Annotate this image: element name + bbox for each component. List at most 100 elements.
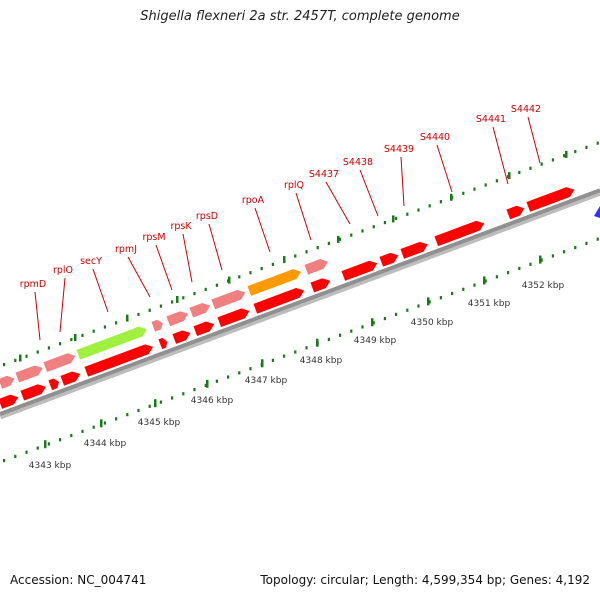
scale-tick-dot xyxy=(126,413,129,417)
gene-arrow xyxy=(171,329,192,345)
outer-tick-dot xyxy=(428,204,431,208)
gene-label: S4437 xyxy=(309,169,339,180)
gene-rpsK xyxy=(188,302,212,319)
gene-arrow-shape xyxy=(309,277,332,294)
scale-tick-major xyxy=(154,399,157,408)
outer-tick-dot xyxy=(473,187,476,191)
outer-tick-dot xyxy=(115,321,118,325)
gene-rplQ-shape xyxy=(303,258,329,276)
gene-label: rpmD xyxy=(20,279,47,290)
outer-tick-major xyxy=(565,150,568,158)
gene-arrow xyxy=(309,277,332,294)
scale-tick-dot xyxy=(249,367,252,371)
gene-arrow-shape xyxy=(252,287,306,315)
genome-summary: Topology: circular; Length: 4,599,354 bp… xyxy=(260,573,590,587)
scale-tick-dot xyxy=(327,337,330,342)
outer-tick-dot xyxy=(137,312,140,317)
outer-tick-dot xyxy=(495,179,498,183)
outer-tick-major xyxy=(392,215,395,223)
gene-arrow xyxy=(59,370,82,387)
scale-tick-dot xyxy=(428,300,431,304)
map-title: Shigella flexneri 2a str. 2457T, complet… xyxy=(140,9,460,24)
outer-tick-dot xyxy=(47,346,50,350)
scale-tick-dot xyxy=(271,358,274,362)
leader-line xyxy=(59,277,66,333)
gene-rpmJ xyxy=(150,319,164,333)
outer-tick-dot xyxy=(574,149,577,154)
scale-tick-dot xyxy=(484,279,487,283)
leader-line xyxy=(295,192,312,241)
scale-tick-dot xyxy=(596,237,599,241)
scale-tick-dot xyxy=(215,379,218,383)
gene-arrow xyxy=(0,393,20,410)
gene-rplO-b xyxy=(42,352,77,373)
gene-arrow-shape xyxy=(47,377,60,391)
scale-tick-major xyxy=(100,419,103,428)
scale-label: 4347 kbp xyxy=(245,376,288,386)
scale-label: 4344 kbp xyxy=(84,439,127,449)
gene-label: rplO xyxy=(53,265,73,276)
gene-rpoA xyxy=(246,268,302,297)
gene-arrow xyxy=(505,205,526,221)
scale-tick-dot xyxy=(47,442,50,446)
gene-label: rplQ xyxy=(284,180,304,191)
scale-tick-dot xyxy=(529,262,532,266)
scale-tick-dot xyxy=(92,425,95,429)
scale-tick-dot xyxy=(350,329,353,333)
outer-tick-dot xyxy=(417,208,420,212)
scale-label: 4343 kbp xyxy=(29,461,72,471)
gene-rpmD xyxy=(0,375,16,390)
gene-arrow-shape xyxy=(59,370,82,387)
gene-arrow xyxy=(47,377,60,391)
scale-tick-major xyxy=(316,338,319,347)
gene-rpsK-shape xyxy=(188,302,212,319)
outer-tick-track xyxy=(3,141,599,367)
gene-label: secY xyxy=(80,256,102,267)
scale-tick-major xyxy=(483,276,486,285)
gene-secY-shape xyxy=(75,326,148,361)
gene-features xyxy=(0,186,576,410)
outer-tick-major xyxy=(74,334,77,342)
outer-tick-dot xyxy=(171,300,174,304)
leader-line xyxy=(92,268,109,313)
leader-line xyxy=(325,181,351,225)
outer-tick-dot xyxy=(316,246,319,250)
leader-line xyxy=(127,256,151,298)
outer-tick-major xyxy=(450,193,453,201)
leader-line xyxy=(527,116,541,164)
scale-tick-track xyxy=(3,237,599,463)
label-leader-lines xyxy=(34,116,541,341)
gene-arrow xyxy=(83,343,154,378)
gene-label: rpsK xyxy=(170,221,192,232)
outer-tick-dot xyxy=(540,162,543,166)
scale-tick-dot xyxy=(305,346,308,350)
scale-label: 4345 kbp xyxy=(138,418,181,428)
scale-tick-dot xyxy=(551,254,554,258)
scale-label: 4346 kbp xyxy=(191,396,234,406)
outer-tick-dot xyxy=(36,350,39,354)
genome-backbone xyxy=(0,188,600,420)
scale-tick-dot xyxy=(148,404,151,408)
gene-label: S4439 xyxy=(384,144,414,155)
outer-tick-major xyxy=(283,256,286,264)
gene-arrow-shape xyxy=(340,260,379,282)
gene-arrow xyxy=(378,252,400,268)
outer-tick-dot xyxy=(518,170,521,175)
scale-tick-major xyxy=(206,379,209,388)
outer-tick-dot xyxy=(585,145,588,149)
backbone-line xyxy=(0,188,600,416)
scale-tick-dot xyxy=(182,392,185,396)
outer-tick-dot xyxy=(215,283,218,287)
scale-tick-major xyxy=(261,359,264,368)
gene-arrow xyxy=(216,307,251,328)
leader-line xyxy=(492,126,509,185)
accession-text: Accession: NC_004741 xyxy=(10,573,147,587)
scale-tick-major xyxy=(427,297,430,306)
scale-tick-dot xyxy=(361,325,364,329)
scale-tick-dot xyxy=(585,241,588,245)
gene-rpmD-shape xyxy=(0,375,16,390)
scale-tick-dot xyxy=(406,308,409,312)
scale-tick-dot xyxy=(193,387,196,392)
gene-arrow xyxy=(340,260,379,282)
